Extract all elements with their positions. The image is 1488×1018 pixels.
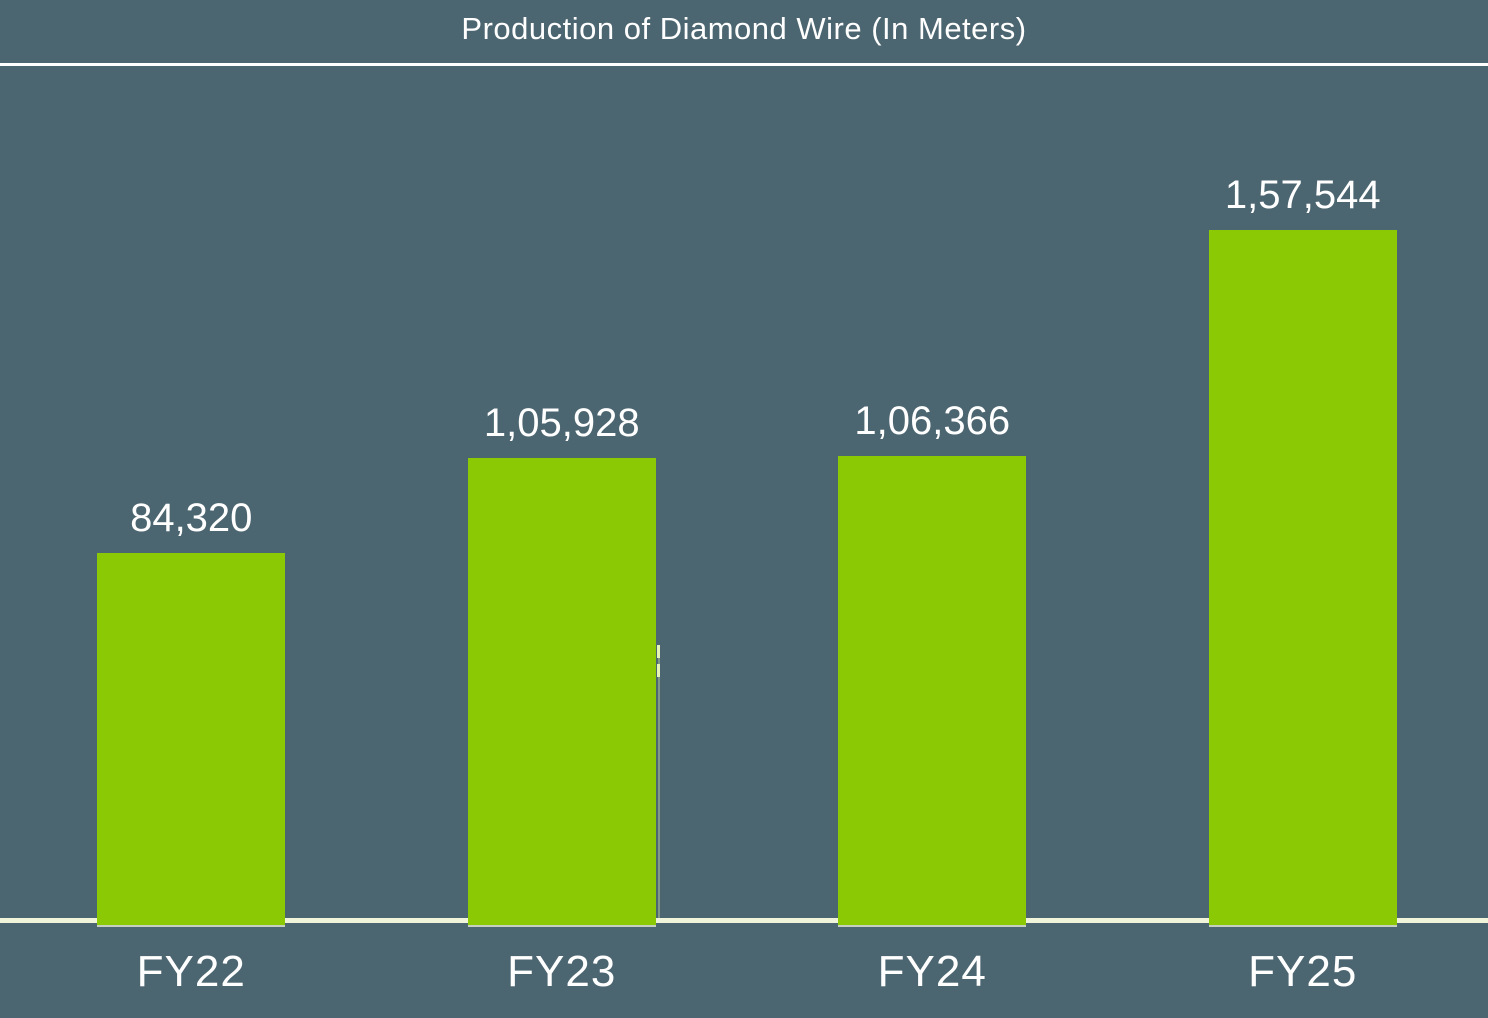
x-tick-label-fy22: FY22 xyxy=(136,947,246,996)
bar-column-fy22: 84,320 FY22 xyxy=(6,66,377,1018)
caret-trail xyxy=(658,645,660,918)
bar-column-fy24: 1,06,366 FY24 xyxy=(747,66,1118,1018)
bar-value-label-fy23: 1,05,928 xyxy=(483,401,640,445)
plot-area: 84,320 FY22 1,05,928 FY23 1,06,366 FY24 1,57,5… xyxy=(6,66,1488,1018)
x-tick-label-fy23: FY23 xyxy=(507,947,617,996)
bar-value-label-fy25: 1,57,544 xyxy=(1224,173,1381,217)
bar-value-label-fy22: 84,320 xyxy=(130,496,253,540)
x-tick-label-fy25: FY25 xyxy=(1248,947,1358,996)
x-axis-line xyxy=(0,918,1488,923)
caret-dash xyxy=(657,645,660,658)
caret-dash xyxy=(657,664,660,677)
title-divider-line xyxy=(0,63,1488,66)
bar-fy22 xyxy=(97,553,286,925)
bar-fy24 xyxy=(838,456,1027,925)
chart-title: Production of Diamond Wire (In Meters) xyxy=(461,11,1027,46)
bar-fy23 xyxy=(467,458,656,925)
bar-column-fy25: 1,57,544 FY25 xyxy=(1118,66,1488,1018)
bar-value-label-fy24: 1,06,366 xyxy=(854,399,1011,443)
bar-fy25 xyxy=(1208,230,1397,925)
bar-column-fy23: 1,05,928 FY23 xyxy=(377,66,748,1018)
x-tick-label-fy24: FY24 xyxy=(877,947,987,996)
